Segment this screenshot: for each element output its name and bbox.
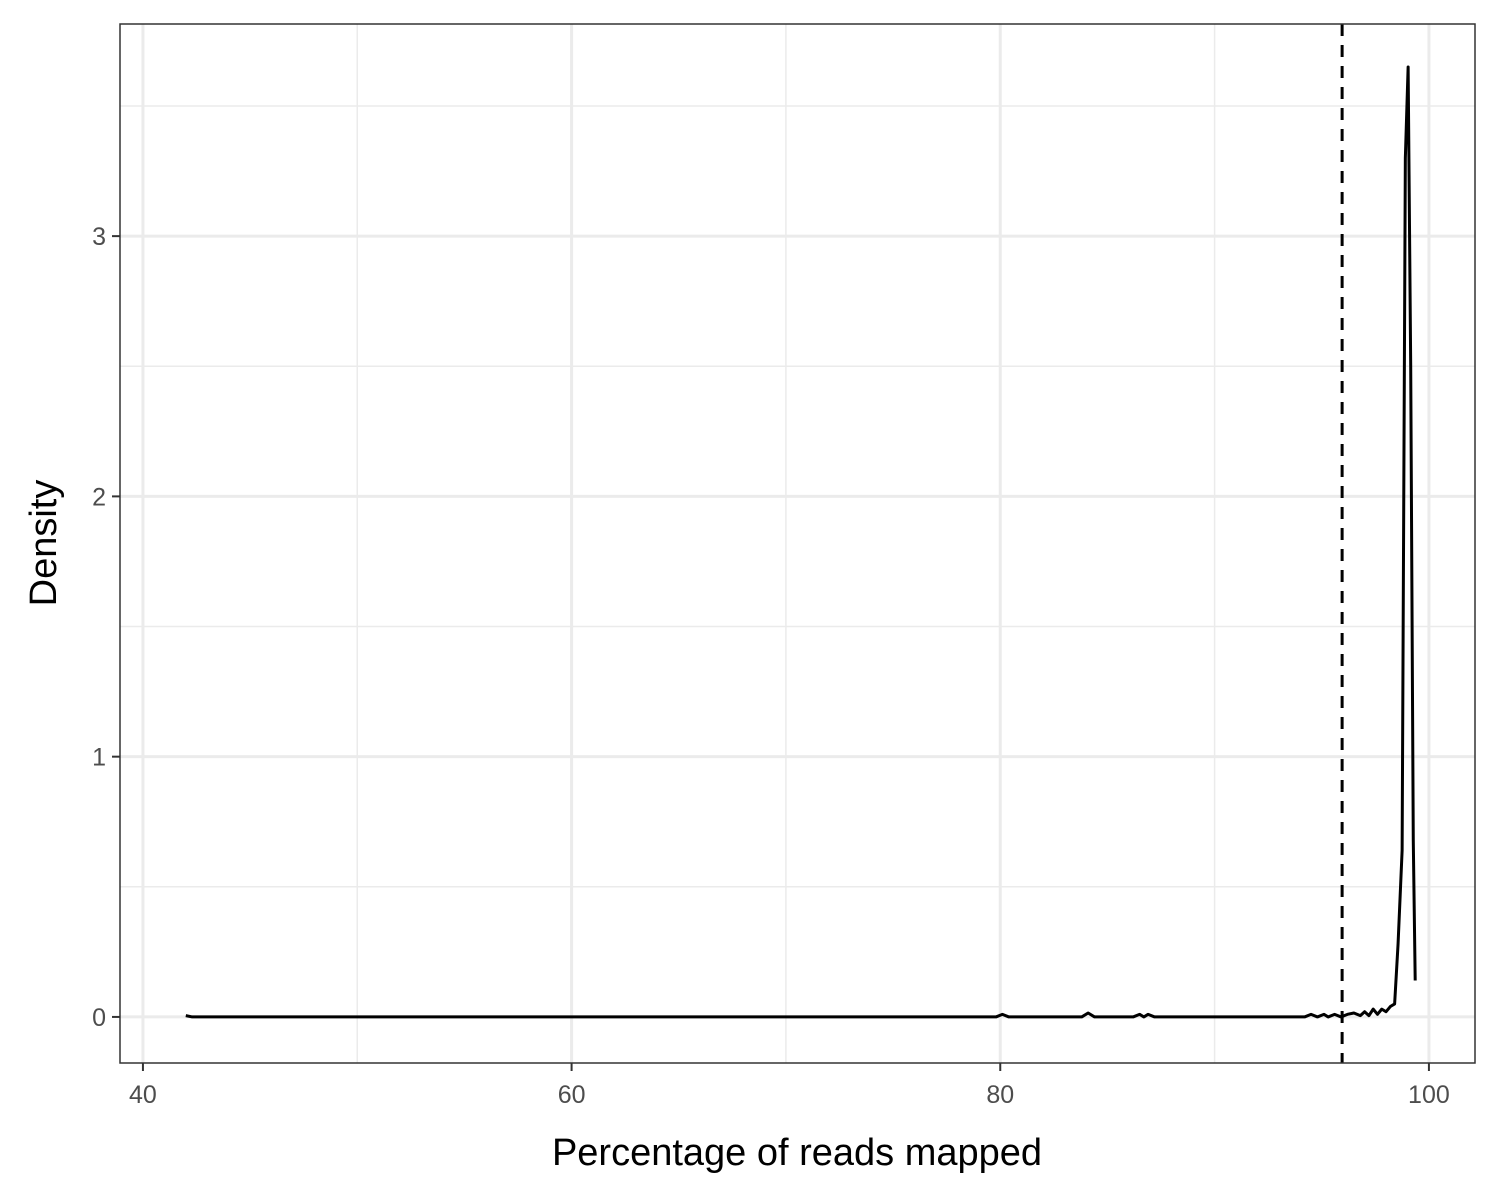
y-tick-label: 3 <box>92 223 106 251</box>
x-axis-title: Percentage of reads mapped <box>552 1132 1042 1174</box>
x-tick-label: 100 <box>1408 1081 1450 1109</box>
x-tick-label: 80 <box>986 1081 1014 1109</box>
y-axis-title: Density <box>23 480 65 607</box>
x-tick-label: 60 <box>558 1081 586 1109</box>
y-tick-label: 0 <box>92 1004 106 1032</box>
x-tick-label: 40 <box>129 1081 157 1109</box>
density-line <box>185 65 1417 1019</box>
panel-border <box>119 23 1476 1064</box>
y-tick-label: 1 <box>92 744 106 772</box>
y-tick-label: 2 <box>92 483 106 511</box>
